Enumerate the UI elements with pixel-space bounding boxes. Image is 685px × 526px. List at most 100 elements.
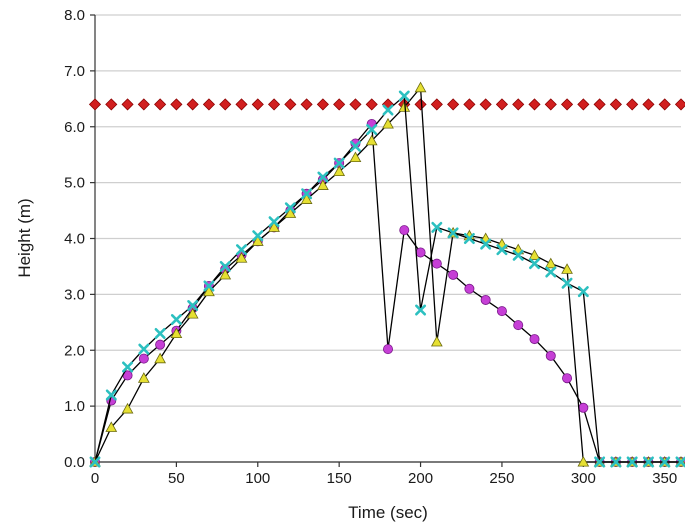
data-point (155, 339, 166, 350)
data-point (382, 344, 393, 355)
data-point (447, 98, 460, 111)
data-point (415, 304, 427, 316)
y-tick-label: 0.0 (64, 454, 85, 471)
data-point (463, 233, 475, 244)
data-point (593, 98, 606, 111)
data-point (512, 98, 525, 111)
x-tick-label: 0 (91, 470, 99, 487)
y-tick-label: 2.0 (64, 342, 85, 359)
data-point (610, 456, 622, 468)
data-point (268, 216, 280, 228)
data-point (154, 98, 167, 111)
tick-labels: 0.0 1.0 2.0 3.0 4.0 5.0 6.0 7.0 8.0 0 50 100 150 200 2… (64, 7, 677, 487)
data-point (545, 266, 557, 278)
data-point (317, 171, 329, 183)
data-point (170, 327, 183, 339)
x-tick-label: 50 (168, 470, 185, 487)
data-point (105, 421, 118, 432)
data-point (349, 140, 361, 152)
data-point (431, 258, 442, 269)
data-point (187, 300, 199, 312)
data-point (447, 227, 459, 239)
data-point (333, 98, 346, 111)
y-tick-label: 3.0 (64, 286, 85, 303)
data-point (398, 101, 411, 112)
data-point (284, 202, 296, 214)
data-point (415, 247, 426, 258)
x-tick-label: 200 (408, 470, 433, 487)
data-point (154, 327, 166, 339)
data-point (626, 456, 638, 468)
data-point (577, 286, 589, 298)
data-point (122, 361, 134, 373)
data-point (675, 456, 685, 468)
data-point (528, 98, 541, 111)
data-point (317, 179, 329, 190)
series-4 (89, 90, 685, 468)
data-point (138, 343, 150, 355)
data-point (235, 252, 248, 263)
data-point (300, 193, 313, 204)
x-axis-title: Time (sec) (348, 503, 428, 522)
data-point (235, 98, 248, 111)
data-point (561, 277, 573, 289)
data-point (170, 98, 183, 111)
data-point (138, 353, 149, 364)
data-point (560, 98, 574, 111)
data-point (170, 314, 182, 326)
data-point (528, 249, 541, 260)
series-1 (88, 98, 685, 111)
data-point (480, 238, 492, 250)
data-point (496, 306, 507, 317)
data-point (284, 98, 297, 111)
data-point (642, 456, 654, 468)
data-point (268, 221, 280, 232)
series-group (88, 81, 685, 468)
data-point (480, 294, 491, 305)
data-point (186, 307, 199, 319)
data-point (301, 188, 313, 200)
data-point (414, 81, 427, 93)
data-point (300, 98, 313, 111)
y-axis-title: Height (m) (15, 198, 34, 277)
data-point (284, 207, 297, 218)
data-point (154, 352, 166, 364)
data-point (561, 263, 573, 274)
data-point (642, 98, 655, 111)
data-point (252, 230, 264, 242)
data-point (105, 98, 118, 111)
data-point (479, 98, 492, 111)
data-point (349, 151, 362, 163)
data-point (544, 257, 557, 269)
data-point (430, 98, 443, 111)
data-point (430, 335, 443, 347)
data-point (137, 372, 150, 383)
data-point (544, 98, 557, 111)
data-point (448, 269, 459, 280)
data-point (349, 98, 362, 111)
data-point (463, 98, 476, 111)
data-point (512, 249, 524, 261)
data-point (251, 98, 264, 111)
x-tick-label: 150 (327, 470, 352, 487)
data-point (431, 221, 443, 233)
data-point (365, 98, 378, 111)
y-tick-label: 7.0 (64, 63, 85, 80)
data-point (105, 389, 117, 401)
data-point (88, 98, 102, 111)
data-point (464, 283, 475, 294)
data-point (89, 456, 101, 468)
data-point (121, 402, 134, 414)
data-point (333, 157, 345, 169)
y-tick-label: 8.0 (64, 7, 85, 24)
data-point (594, 456, 606, 468)
data-point (121, 98, 134, 111)
data-point (658, 98, 671, 111)
data-point (186, 98, 199, 111)
data-point (316, 98, 329, 111)
x-tick-label: 100 (245, 470, 270, 487)
data-point (236, 244, 247, 256)
data-point (513, 320, 524, 331)
data-point (267, 98, 281, 111)
